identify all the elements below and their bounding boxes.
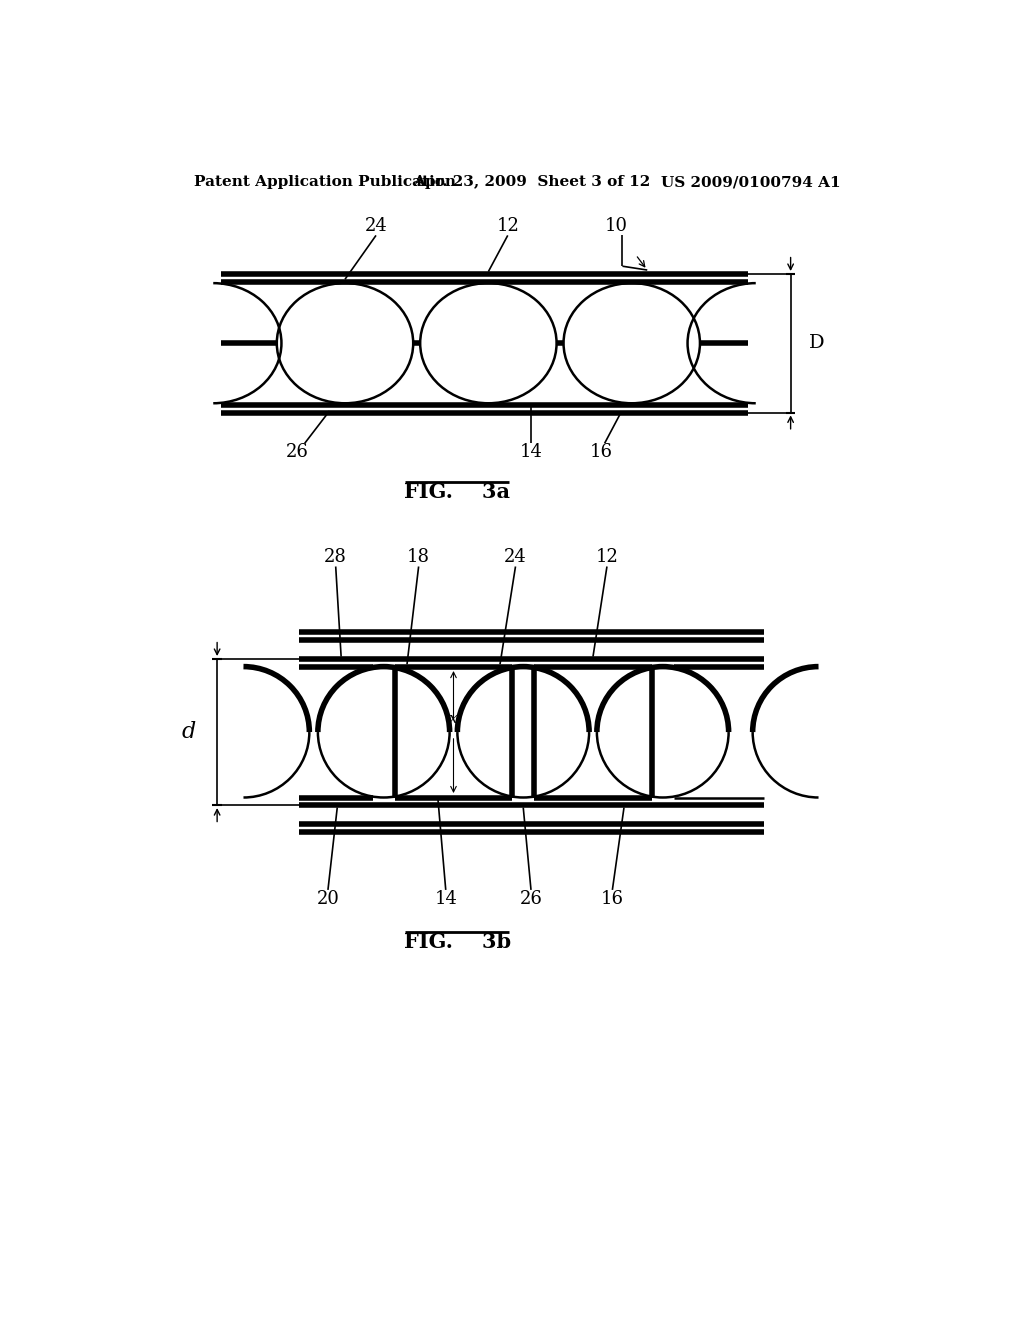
Text: D: D [809,334,824,352]
Text: 12: 12 [497,218,519,235]
Text: US 2009/0100794 A1: US 2009/0100794 A1 [662,176,841,189]
Text: 20: 20 [316,890,339,908]
Text: 10: 10 [605,218,628,235]
Text: FIG.    3b: FIG. 3b [403,932,511,952]
Text: 24: 24 [365,218,387,235]
Text: FIG.    3a: FIG. 3a [404,482,510,502]
Text: 16: 16 [589,444,612,461]
Text: 28: 28 [325,549,347,566]
Text: 26: 26 [519,890,543,908]
Text: 26: 26 [286,444,308,461]
Text: d: d [181,721,196,743]
Text: 12: 12 [596,549,618,566]
Text: Patent Application Publication: Patent Application Publication [194,176,456,189]
Text: 24: 24 [504,549,527,566]
Text: Apr. 23, 2009  Sheet 3 of 12: Apr. 23, 2009 Sheet 3 of 12 [414,176,650,189]
Text: 14: 14 [519,444,543,461]
Text: 18: 18 [408,549,430,566]
Text: 16: 16 [601,890,624,908]
Text: 14: 14 [434,890,457,908]
Text: x: x [450,711,458,726]
